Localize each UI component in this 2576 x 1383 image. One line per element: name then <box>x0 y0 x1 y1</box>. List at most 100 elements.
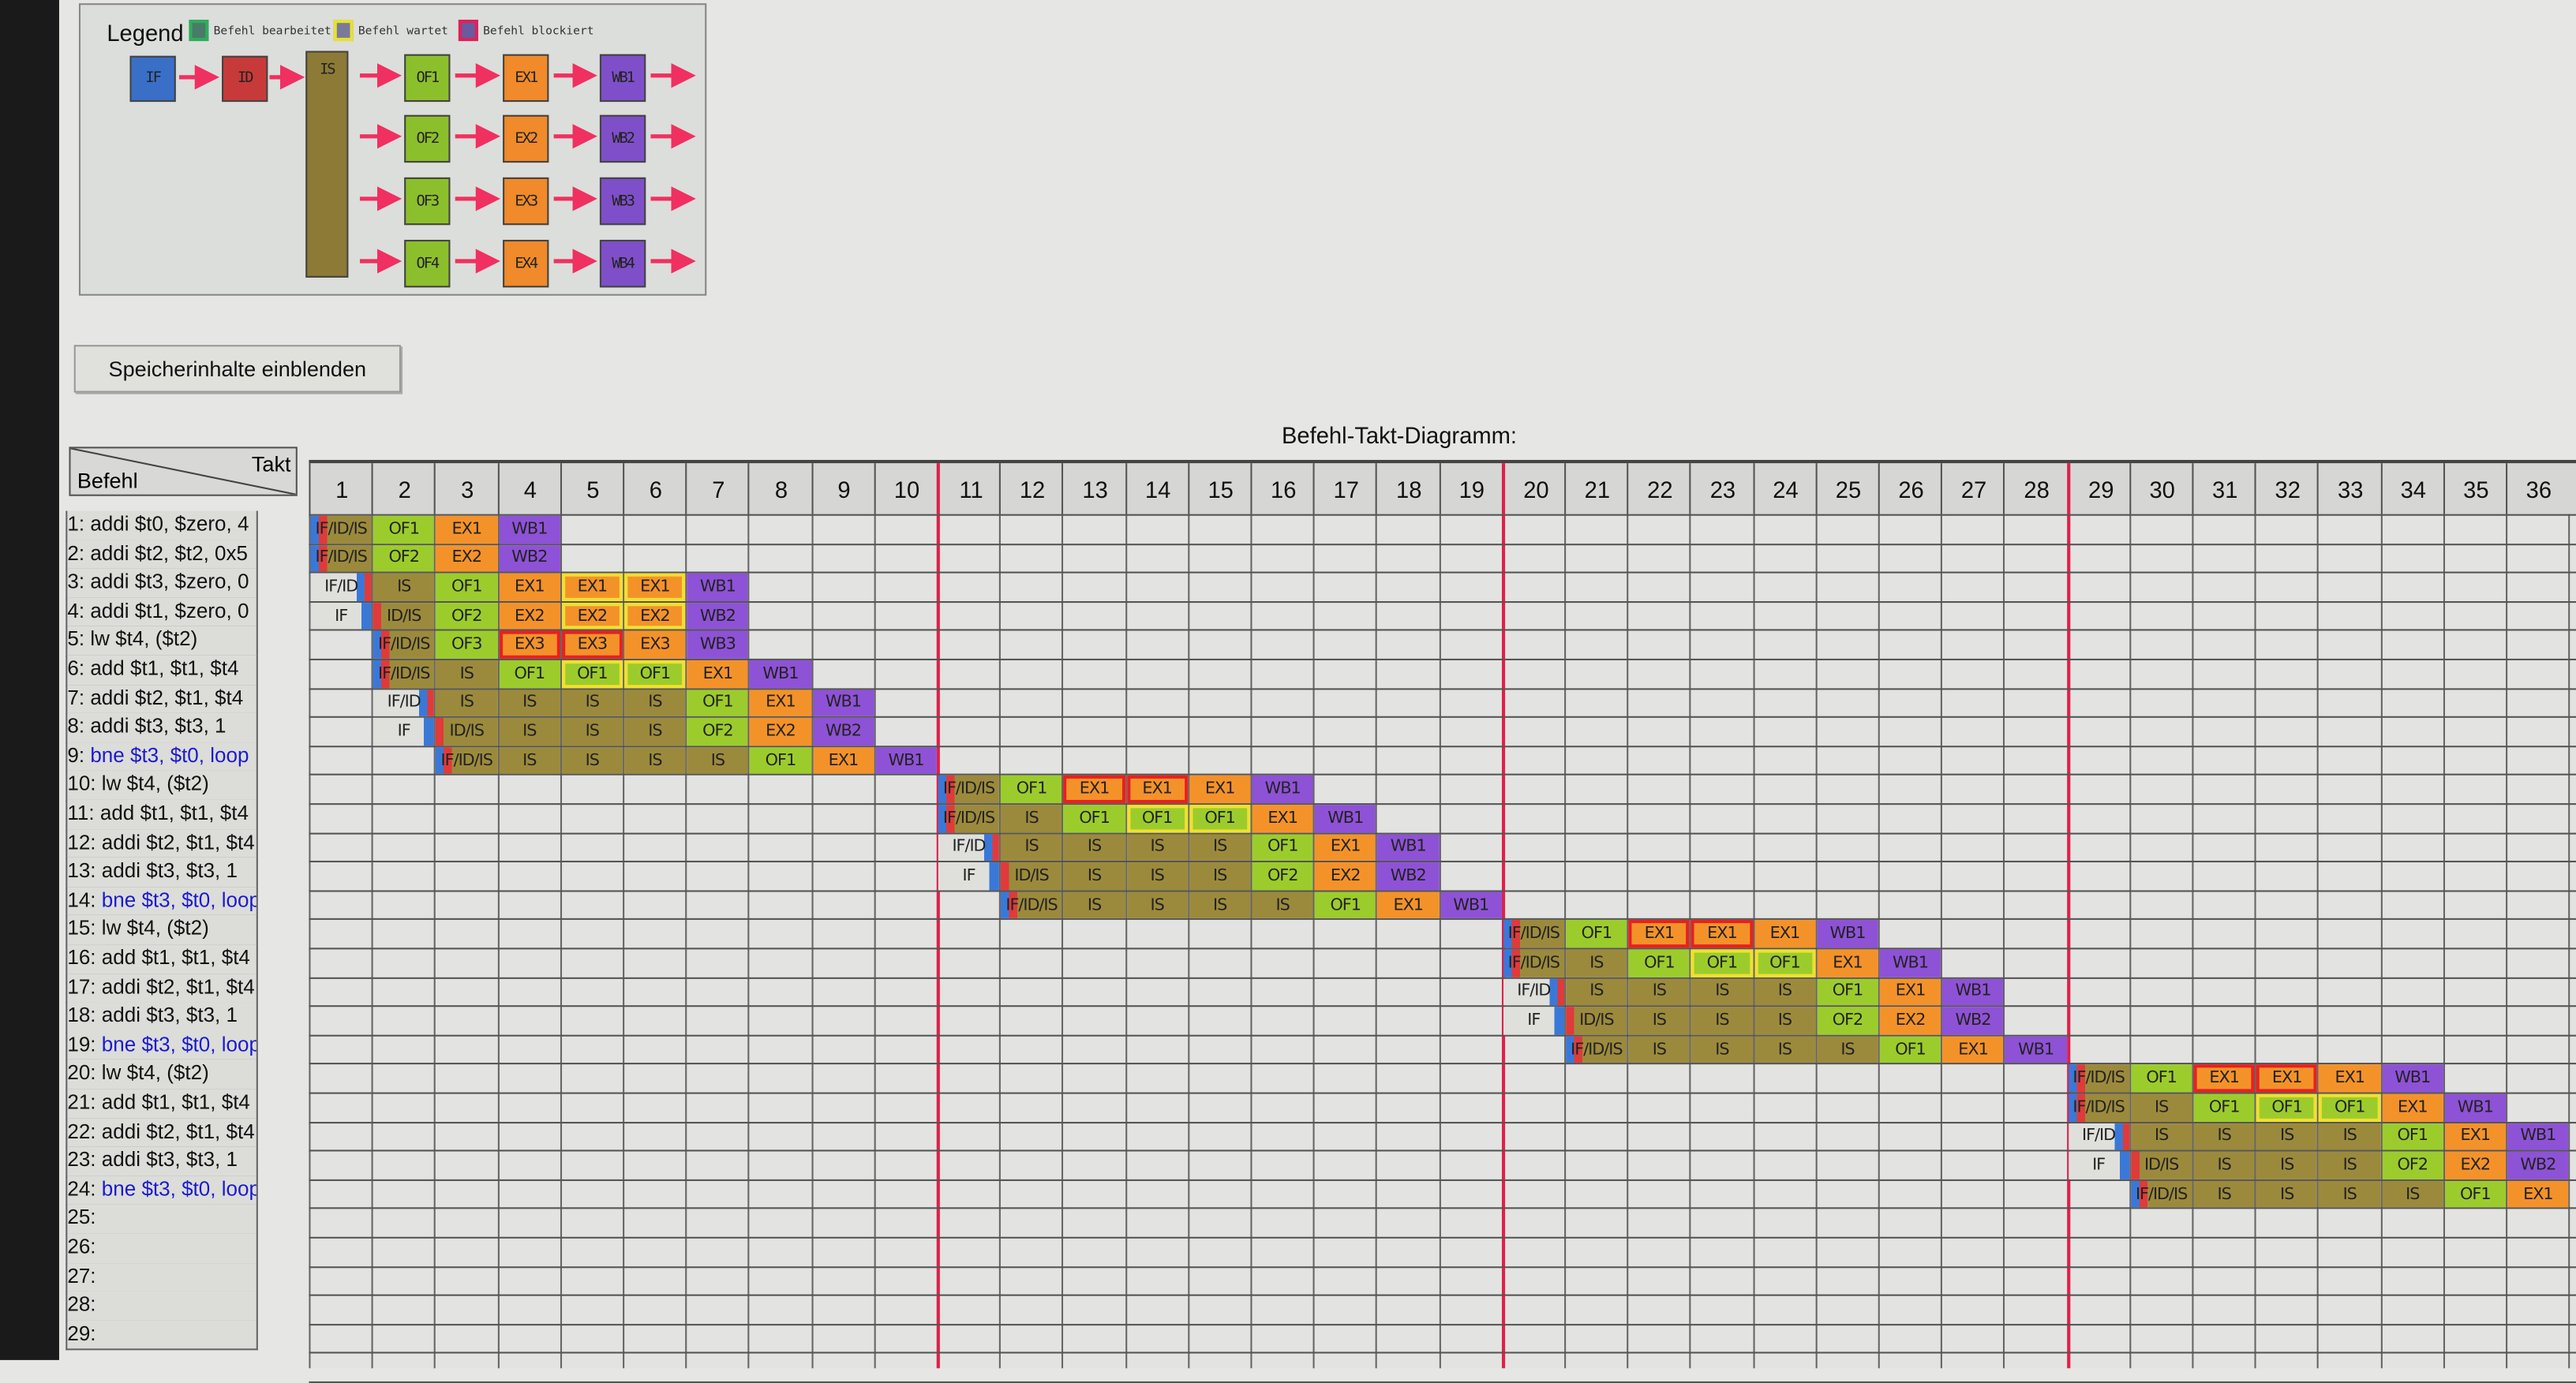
pipeline-cell-is: IS <box>1754 1007 1816 1035</box>
pipeline-cell-is: IS <box>2256 1180 2318 1209</box>
pipeline-cell-id-is: ID/IS <box>436 718 497 746</box>
pipeline-cell-if-id-is: IF/ID/IS <box>2068 1064 2129 1093</box>
legend-stage-wb2: WB2 <box>599 114 646 163</box>
instruction-text: addi $t2, $t1, $t4 <box>90 686 244 709</box>
grid-column-line <box>371 514 374 1369</box>
diagonal-divider <box>70 448 296 495</box>
instruction-text: bne $t3, $t0, loop <box>101 1033 258 1056</box>
pipeline-cell-if-id-is: IF/ID/IS <box>1001 891 1062 919</box>
grid-column-line <box>1312 514 1315 1369</box>
pipeline-cell-if-id-is: IF/ID/IS <box>310 544 372 572</box>
pipeline-cell-is: IS <box>2256 1151 2318 1179</box>
pipeline-cell-of1: OF1 <box>1754 949 1816 977</box>
pipeline-cell-ex2: EX2 <box>1314 862 1376 890</box>
pipeline-cell-if-id-is: IF/ID/IS <box>2068 1093 2129 1122</box>
cycle-header-cell: 15 <box>1187 463 1252 514</box>
pipeline-cell-ex1: EX1 <box>1817 949 1878 977</box>
cycle-header-cell: 20 <box>1501 463 1568 514</box>
instruction-text: lw $t4, ($t2) <box>101 917 209 940</box>
instruction-text: addi $t3, $t3, 1 <box>90 715 227 738</box>
instruction-number: 2: <box>67 541 91 565</box>
pipeline-cell-is: IS <box>1189 862 1251 890</box>
instruction-text: add $t1, $t1, $t4 <box>99 802 249 825</box>
pipeline-cell-if-id-is: IF/ID/IS <box>373 631 435 659</box>
grid-row-line <box>309 832 2576 834</box>
instruction-number: 17: <box>67 974 102 999</box>
show-memory-button[interactable]: Speicherinhalte einblenden <box>73 345 402 393</box>
pipeline-cell-ex1: EX1 <box>2256 1064 2318 1093</box>
pipeline-cell-ex1: EX1 <box>1879 978 1941 1006</box>
instruction-number: 18: <box>67 1004 102 1027</box>
cycle-header-cell: 2 <box>371 463 436 514</box>
row-header-label: Befehl <box>77 468 138 493</box>
pipeline-cell-wb1: WB1 <box>2005 1036 2067 1063</box>
pipeline-cell-wb2: WB2 <box>812 718 874 746</box>
grid-column-line <box>936 514 940 1369</box>
pipeline-cell-is: IS <box>624 689 686 717</box>
pipeline-cell-if-id-is: IF/ID/IS <box>310 515 372 544</box>
pipeline-cell-wb1: WB1 <box>750 660 811 688</box>
pipeline-cell-is: IS <box>1063 891 1125 919</box>
cycle-header-cell: 34 <box>2379 463 2445 514</box>
grid-row-line <box>309 1005 2576 1007</box>
instruction-text: add $t1, $t1, $t4 <box>101 946 250 970</box>
grid-row-line <box>309 1236 2576 1239</box>
instruction-row: 8: addi $t3, $t3, 1 <box>66 712 258 744</box>
grid-row-line <box>309 1208 2576 1210</box>
grid-column-line <box>685 514 687 1369</box>
pipeline-cell-ex1: EX1 <box>2193 1064 2255 1093</box>
instruction-number: 20: <box>67 1061 102 1085</box>
legend-key-waiting: Befehl wartet <box>333 19 448 42</box>
cycle-header-cell: 9 <box>811 463 876 514</box>
pipeline-cell-is: IS <box>1628 1007 1690 1035</box>
grid-row-line <box>309 1179 2576 1181</box>
grid-column-line <box>1815 514 1818 1369</box>
pipeline-cell-is: IS <box>2319 1123 2380 1150</box>
grid-column-line <box>748 514 751 1369</box>
pipeline-cell-ex1: EX1 <box>2444 1123 2507 1150</box>
cycle-header-cell: 11 <box>936 463 1003 514</box>
pipeline-cell-is: IS <box>1063 833 1125 862</box>
instruction-row: 26: <box>66 1233 258 1265</box>
grid-row-line <box>309 918 2576 921</box>
instruction-row: 27: <box>66 1262 258 1293</box>
pipeline-cell-is: IS <box>1817 1036 1878 1063</box>
pipeline-cell-is: IS <box>624 718 686 746</box>
legend-stage-of2: OF2 <box>404 114 451 163</box>
cycle-header-cell: 5 <box>560 463 625 514</box>
col-header-label: Takt <box>251 451 291 477</box>
pipeline-cell-of2: OF2 <box>2382 1151 2443 1179</box>
pipeline-cell-ex2: EX2 <box>1879 1007 1941 1035</box>
instruction-row: 16: add $t1, $t1, $t4 <box>66 944 258 975</box>
pipeline-cell-is: IS <box>1691 1007 1753 1035</box>
instruction-text: bne $t3, $t0, loop <box>90 743 249 767</box>
instruction-number: 12: <box>67 830 102 854</box>
grid-column-line <box>1941 514 1943 1369</box>
pipeline-cell-of1: OF1 <box>750 746 811 775</box>
instruction-row: 11: add $t1, $t1, $t4 <box>66 799 258 831</box>
instruction-text: addi $t3, $t3, 1 <box>101 1004 238 1027</box>
grid-row-line <box>309 658 2576 660</box>
pipeline-cell-ex1: EX1 <box>2507 1180 2569 1209</box>
pipeline-cell-of1: OF1 <box>2444 1180 2507 1209</box>
grid-column-line <box>1061 514 1064 1369</box>
instruction-number: 10: <box>67 772 102 796</box>
pipeline-cell-ex1: EX1 <box>624 574 686 601</box>
instruction-number: 29: <box>67 1321 96 1345</box>
pipeline-cell-id-is: ID/IS <box>1566 1007 1627 1035</box>
grid-column-line <box>1878 514 1880 1369</box>
cycle-header-cell: 6 <box>623 463 687 514</box>
instruction-row: 28: <box>66 1291 258 1322</box>
pipeline-cell-ex1: EX1 <box>2382 1093 2443 1122</box>
instruction-row: 19: bne $t3, $t0, loop <box>66 1031 258 1062</box>
pipeline-cell-ex1: EX1 <box>1628 920 1690 948</box>
pipeline-cell-is: IS <box>2319 1180 2380 1209</box>
pipeline-cell-if-id-is: IF/ID/IS <box>1503 920 1565 948</box>
pipeline-cell-wb1: WB1 <box>2507 1123 2569 1150</box>
grid-row-line <box>309 948 2576 950</box>
pipeline-cell-wb1: WB1 <box>1377 833 1439 862</box>
instruction-text: lw $t4, ($t2) <box>90 628 198 652</box>
instruction-text: addi $t0, $zero, 4 <box>90 512 249 536</box>
pipeline-cell-is: IS <box>1691 978 1753 1006</box>
